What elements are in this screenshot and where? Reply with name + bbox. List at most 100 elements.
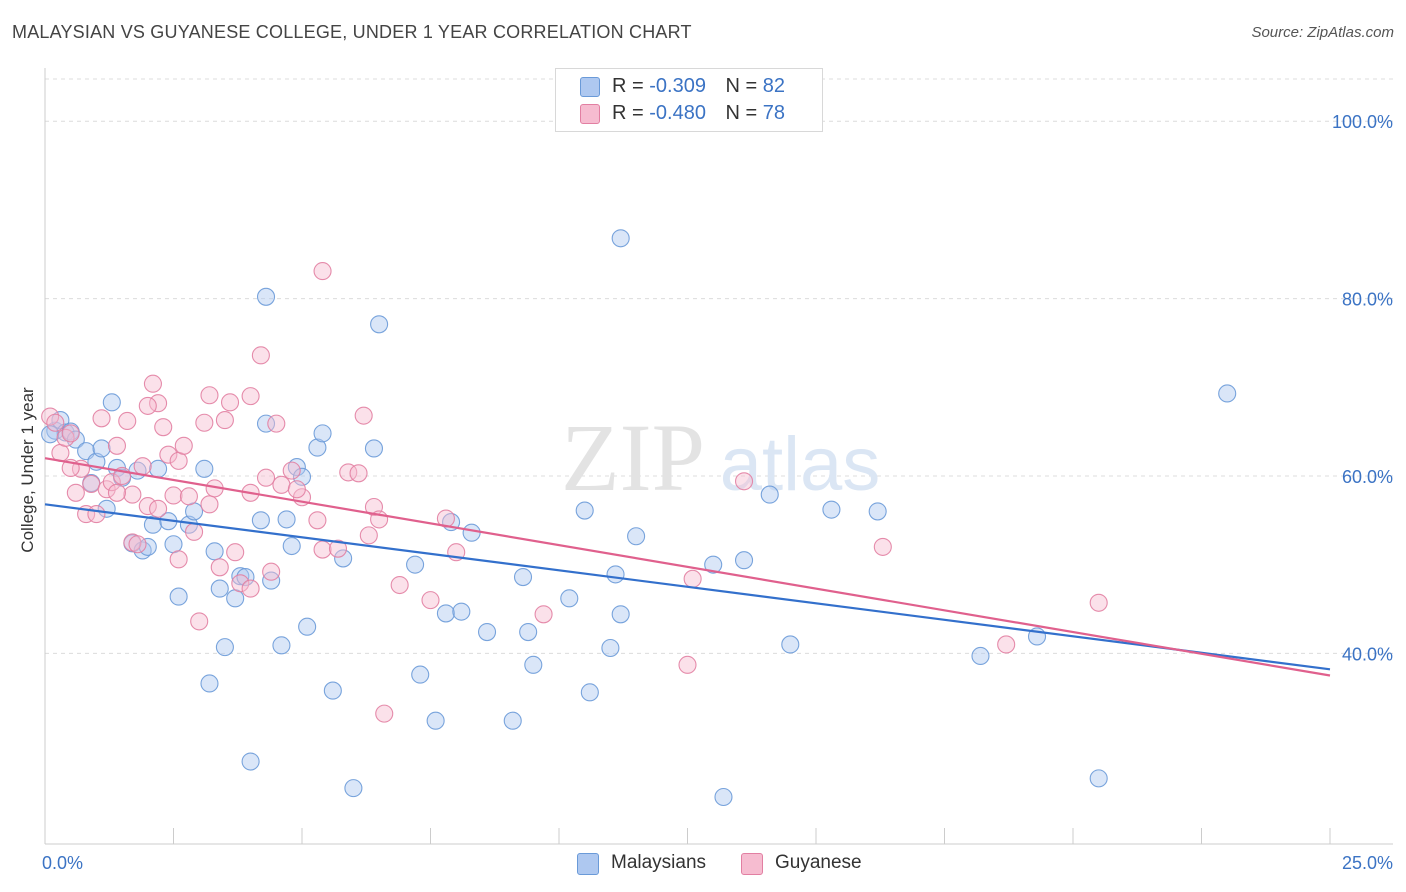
data-point-malaysians	[298, 617, 317, 636]
data-point-malaysians	[580, 683, 599, 702]
data-point-malaysians	[781, 635, 800, 654]
data-point-malaysians	[272, 636, 291, 655]
data-point-guyanese	[308, 511, 327, 530]
data-point-malaysians	[704, 555, 723, 574]
data-point-malaysians	[143, 515, 162, 534]
data-point-guyanese	[87, 505, 106, 524]
data-point-malaysians	[714, 787, 733, 807]
data-point-guyanese	[354, 406, 373, 425]
data-point-malaysians	[102, 393, 121, 412]
data-point-guyanese	[272, 475, 291, 494]
legend-r-label: R =	[612, 75, 644, 97]
data-point-malaysians	[524, 655, 543, 674]
data-point-guyanese	[190, 612, 209, 631]
data-point-malaysians	[277, 510, 296, 529]
legend-r-value-malaysians: -0.309	[649, 75, 706, 97]
data-point-malaysians	[313, 424, 332, 443]
tick-labels: 40.0% 60.0% 80.0% 100.0% 0.0% 25.0%	[42, 112, 1393, 873]
data-point-malaysians	[1218, 384, 1237, 403]
data-point-malaysians	[164, 535, 183, 554]
data-point-guyanese	[1089, 593, 1108, 612]
data-point-guyanese	[678, 655, 697, 674]
watermark: ZIP atlas	[561, 404, 880, 511]
data-point-guyanese	[683, 569, 702, 588]
data-point-malaysians	[462, 523, 481, 542]
axes	[44, 68, 1393, 845]
data-point-malaysians	[627, 527, 646, 546]
data-point-guyanese	[226, 543, 245, 562]
data-point-guyanese	[185, 522, 204, 541]
data-point-guyanese	[149, 394, 168, 413]
data-point-guyanese	[215, 411, 234, 430]
bottom-legend-label-guyanese: Guyanese	[775, 852, 862, 873]
data-point-guyanese	[241, 579, 260, 598]
legend-r-value-guyanese: -0.480	[649, 102, 706, 124]
data-point-guyanese	[390, 575, 409, 595]
data-point-malaysians	[210, 579, 229, 598]
y-axis-title: College, Under 1 year	[18, 387, 37, 553]
data-point-malaysians	[436, 604, 455, 623]
data-point-guyanese	[421, 591, 440, 610]
data-point-guyanese	[220, 393, 240, 412]
data-point-malaysians	[971, 646, 990, 666]
bottom-legend-swatch-guyanese	[741, 853, 763, 875]
data-point-malaysians	[452, 602, 471, 621]
data-point-guyanese	[118, 411, 137, 431]
bottom-legend-swatch-malaysians	[577, 853, 599, 875]
legend-swatch-guyanese	[580, 104, 600, 124]
data-point-guyanese	[873, 537, 892, 556]
data-point-guyanese	[159, 445, 178, 464]
watermark-zip: ZIP	[561, 404, 705, 511]
data-point-malaysians	[241, 752, 260, 771]
y-tick-label: 60.0%	[1342, 467, 1393, 487]
data-point-malaysians	[370, 315, 389, 334]
data-point-guyanese	[734, 472, 754, 491]
data-point-guyanese	[262, 562, 281, 581]
data-point-malaysians	[868, 502, 887, 521]
data-point-guyanese	[133, 457, 152, 476]
data-point-guyanese	[313, 262, 332, 281]
data-point-guyanese	[107, 436, 127, 455]
data-point-malaysians	[205, 542, 224, 561]
data-point-guyanese	[195, 413, 214, 432]
x-tick-label: 0.0%	[42, 853, 83, 873]
data-point-guyanese	[997, 635, 1016, 654]
data-point-malaysians	[411, 665, 430, 684]
data-point-malaysians	[251, 511, 270, 530]
data-point-malaysians	[513, 568, 533, 587]
data-point-guyanese	[92, 409, 111, 428]
legend-r-label: R =	[612, 102, 644, 124]
data-point-guyanese	[143, 374, 162, 393]
data-point-guyanese	[123, 485, 142, 504]
data-point-malaysians	[406, 555, 425, 574]
data-point-guyanese	[200, 495, 219, 514]
data-point-malaysians	[519, 622, 538, 642]
data-point-guyanese	[256, 468, 276, 487]
data-point-guyanese	[287, 480, 306, 499]
data-point-malaysians	[601, 638, 620, 658]
data-point-guyanese	[82, 474, 101, 493]
legend-n-label: N =	[725, 102, 758, 124]
data-point-malaysians	[200, 674, 219, 693]
trend-line-guyanese	[44, 457, 1331, 677]
y-tick-label: 40.0%	[1342, 644, 1393, 664]
data-point-guyanese	[46, 413, 65, 432]
data-point-malaysians	[560, 589, 579, 608]
data-point-malaysians	[611, 229, 630, 248]
data-point-guyanese	[179, 487, 198, 506]
data-point-malaysians	[734, 551, 754, 570]
data-point-guyanese	[102, 473, 121, 492]
data-point-malaysians	[308, 438, 327, 457]
bottom-legend-label-malaysians: Malaysians	[611, 852, 707, 873]
data-point-guyanese	[349, 464, 368, 483]
data-point-malaysians	[477, 622, 497, 642]
data-point-guyanese	[359, 526, 378, 545]
data-point-guyanese	[138, 396, 157, 415]
data-point-guyanese	[174, 436, 193, 455]
data-point-malaysians	[256, 414, 276, 433]
data-point-guyanese	[169, 451, 188, 470]
data-point-malaysians	[822, 500, 841, 519]
data-point-guyanese	[282, 461, 301, 480]
x-tick-label: 25.0%	[1342, 853, 1393, 873]
